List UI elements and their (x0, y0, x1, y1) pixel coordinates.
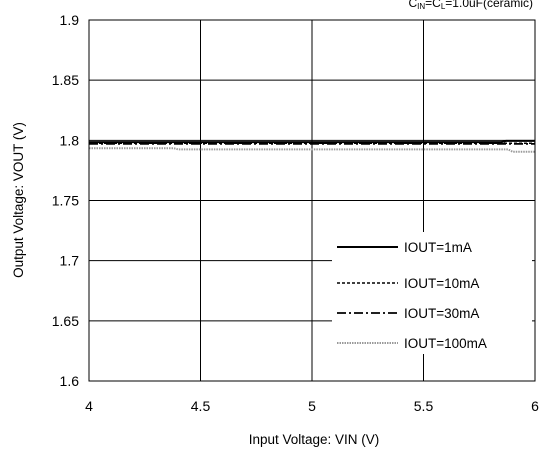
y-tick-label: 1.7 (60, 253, 80, 269)
x-tick-label: 4.5 (191, 398, 211, 414)
series-line-4 (89, 147, 535, 153)
series-group (89, 139, 535, 153)
legend: IOUT=1mA IOUT=10mA IOUT=30mA IOUT=100mA (332, 232, 532, 354)
legend-label-1: IOUT=1mA (404, 240, 472, 255)
y-tick-label: 1.8 (60, 132, 80, 148)
x-tick-label: 4 (85, 398, 93, 414)
x-tick-label: 6 (531, 398, 539, 414)
series-line-1 (89, 139, 535, 144)
x-axis-label: Input Voltage: VIN (V) (249, 432, 380, 447)
legend-background (332, 232, 532, 354)
y-tick-label: 1.9 (60, 12, 80, 28)
x-tick-label: 5.5 (414, 398, 434, 414)
y-tick-label: 1.85 (52, 72, 79, 88)
legend-label-2: IOUT=10mA (404, 276, 479, 291)
y-tick-label: 1.75 (52, 193, 79, 209)
tick-labels: 4 4.5 5 5.5 6 1.6 1.65 1.7 1.75 1.8 1.85 1.9 (52, 12, 539, 414)
y-axis-label: Output Voltage: VOUT (V) (11, 122, 26, 278)
y-tick-label: 1.6 (60, 373, 80, 389)
plot-frame (88, 19, 536, 382)
legend-label-3: IOUT=30mA (404, 306, 479, 321)
legend-label-4: IOUT=100mA (404, 336, 487, 351)
y-tick-label: 1.65 (52, 313, 79, 329)
x-tick-label: 5 (308, 398, 316, 414)
conditions-annotation: CIN=CL=1.0uF(ceramic) (408, 0, 533, 11)
